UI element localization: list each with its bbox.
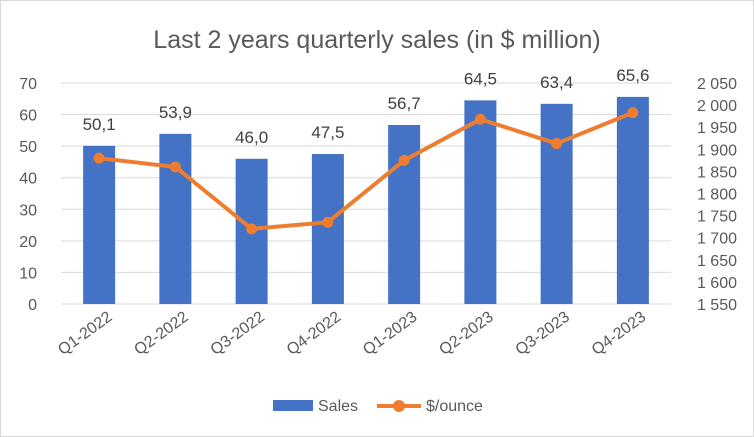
x-tick-label: Q3-2022 — [208, 308, 268, 358]
line-point-price — [627, 107, 639, 119]
y-left-tick-label: 20 — [19, 234, 37, 251]
x-tick-label: Q2-2022 — [131, 308, 191, 358]
bar-sales — [388, 124, 421, 305]
legend-marker-price — [393, 400, 405, 412]
bar-sales — [83, 145, 116, 304]
bar-data-label: 47,5 — [311, 123, 344, 142]
y-right-tick-label: 1 900 — [697, 142, 737, 159]
line-point-price — [322, 216, 334, 228]
bar-sales — [159, 133, 192, 304]
bar-sales — [540, 103, 573, 304]
y-right-tick-label: 2 050 — [697, 76, 737, 93]
y-left-tick-label: 30 — [19, 202, 37, 219]
x-tick-label: Q3-2023 — [513, 308, 573, 358]
line-point-price — [169, 161, 181, 173]
bar-data-label: 63,4 — [540, 73, 573, 92]
legend-label-sales: Sales — [318, 398, 358, 415]
y-left-tick-label: 50 — [19, 139, 37, 156]
bar-sales — [616, 96, 649, 305]
x-tick-label: Q4-2022 — [284, 308, 344, 358]
y-right-tick-label: 2 000 — [697, 98, 737, 115]
x-tick-label: Q1-2023 — [360, 308, 420, 358]
x-tick-label: Q4-2023 — [589, 308, 649, 358]
y-right-tick-label: 1 750 — [697, 209, 737, 226]
y-right-tick-label: 1 550 — [697, 297, 737, 314]
line-point-price — [474, 113, 486, 125]
bar-data-label: 64,5 — [464, 69, 497, 88]
legend-label-price: $/ounce — [426, 398, 483, 415]
line-point-price — [246, 223, 258, 235]
y-right-tick-label: 1 950 — [697, 120, 737, 137]
bar-data-label: 65,6 — [616, 66, 649, 85]
y-left-tick-label: 70 — [19, 76, 37, 93]
y-right-tick-label: 1 800 — [697, 187, 737, 204]
x-tick-label: Q1-2022 — [55, 308, 115, 358]
y-right-tick-label: 1 600 — [697, 275, 737, 292]
line-series-price — [98, 110, 634, 231]
y-left-tick-label: 0 — [28, 297, 37, 314]
line-point-price — [398, 154, 410, 166]
bar-sales — [464, 100, 497, 304]
bar-data-label: 53,9 — [159, 103, 192, 122]
y-right-tick-label: 1 850 — [697, 164, 737, 181]
line-point-price — [551, 138, 563, 150]
y-right-tick-label: 1 700 — [697, 231, 737, 248]
x-tick-label: Q2-2023 — [436, 308, 496, 358]
line-point-price — [93, 152, 105, 164]
legend-swatch-sales — [273, 400, 313, 411]
y-left-tick-label: 60 — [19, 108, 37, 125]
bar-data-label: 56,7 — [388, 94, 421, 113]
chart-title: Last 2 years quarterly sales (in $ milli… — [153, 26, 600, 54]
bar-sales — [311, 154, 344, 304]
y-left-tick-label: 10 — [19, 265, 37, 282]
bar-data-label: 46,0 — [235, 128, 268, 147]
bar-data-label: 50,1 — [83, 115, 116, 134]
y-right-tick-label: 1 650 — [697, 253, 737, 270]
y-left-tick-label: 40 — [19, 171, 37, 188]
